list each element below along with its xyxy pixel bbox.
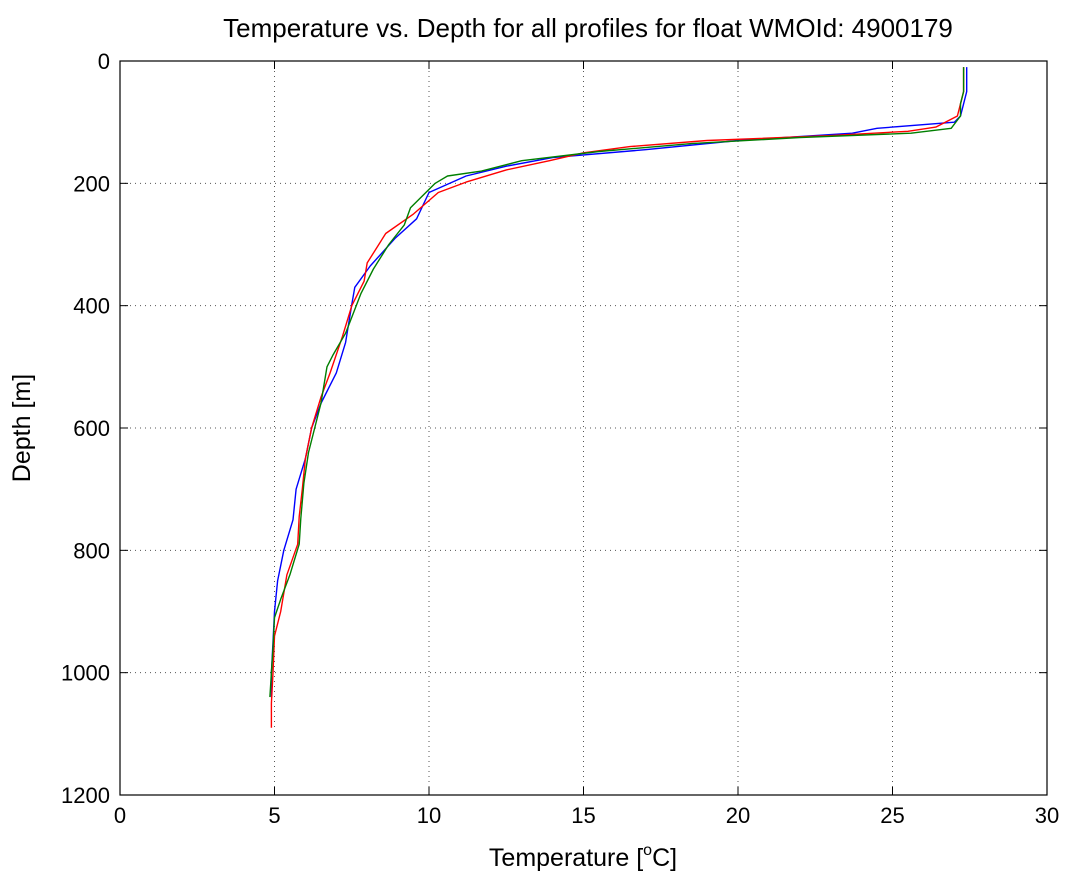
x-axis-label: Temperature [oC] — [489, 842, 677, 872]
y-axis-label: Depth [m] — [8, 374, 36, 482]
y-tick-label: 200 — [73, 171, 110, 196]
y-tick-label: 600 — [73, 416, 110, 441]
y-tick-label: 800 — [73, 538, 110, 563]
y-tick-label: 1000 — [61, 661, 110, 686]
series-layer — [269, 67, 968, 728]
profile-line-2 — [270, 67, 965, 728]
y-tick-label: 0 — [98, 49, 110, 74]
x-tick-label: 15 — [571, 803, 595, 828]
tick-layer: 0 5 10 15 20 25 30 0 200 400 600 800 1000 1200 — [61, 49, 1059, 828]
profile-line-1 — [270, 67, 968, 698]
x-axis-label-superscript: o — [643, 842, 652, 859]
x-tick-label: 10 — [417, 803, 441, 828]
y-tick-label: 400 — [73, 294, 110, 319]
chart-title: Temperature vs. Depth for all profiles f… — [223, 13, 953, 43]
x-axis-label-end: C] — [652, 844, 677, 872]
y-tick-label: 1200 — [61, 783, 110, 808]
profile-line-3 — [269, 67, 965, 698]
x-tick-label: 5 — [268, 803, 280, 828]
x-tick-label: 25 — [880, 803, 904, 828]
x-axis-label-main: Temperature [ — [489, 844, 643, 872]
x-tick-label: 0 — [114, 803, 126, 828]
grid-layer — [120, 61, 1047, 795]
x-tick-label: 20 — [726, 803, 750, 828]
x-tick-label: 30 — [1035, 803, 1059, 828]
